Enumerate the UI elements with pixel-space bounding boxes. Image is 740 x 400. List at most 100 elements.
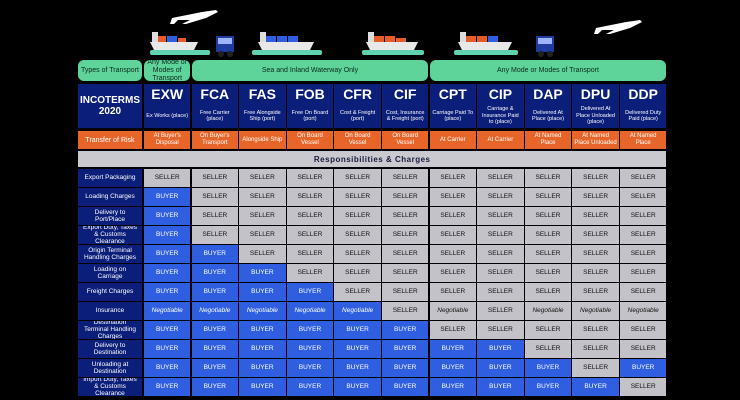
responsibility-cell: SELLER [620,283,667,301]
responsibility-cell: SELLER [429,226,476,244]
transport-group: Any Mode or Modes of Transport [429,60,667,81]
responsibility-cell: BUYER [524,378,572,396]
responsibility-cell: SELLER [477,226,524,244]
section-title: Responsibilities & Charges [78,151,667,167]
responsibility-cell: BUYER [144,226,191,244]
responsibility-cell: SELLER [477,245,524,263]
risk-point: On Board Vessel [382,131,429,149]
ship-icon [366,32,418,50]
term-description: Free Carrier (place) [191,104,238,128]
responsibility-cell: SELLER [239,207,286,225]
term-code: FOB [286,84,334,104]
responsibility-cell: BUYER [429,359,476,377]
responsibility-cell: BUYER [382,359,429,377]
responsibility-cell: SELLER [620,264,667,282]
responsibility-cell: BUYER [239,378,286,396]
responsibility-cell: BUYER [191,264,238,282]
responsibility-cell: SELLER [191,207,238,225]
responsibility-cell: BUYER [286,378,334,396]
responsibility-cell: SELLER [239,245,286,263]
risk-point: On Board Vessel [334,131,381,149]
responsibility-cell: BUYER [239,283,286,301]
responsibility-cell: SELLER [477,321,524,339]
row-label: Delivery to Port/Place [78,207,142,225]
responsibility-cell: SELLER [572,359,619,377]
responsibility-cell: SELLER [334,169,381,187]
incoterms-title: INCOTERMS 2020 [78,84,142,128]
responsibility-cell: BUYER [382,321,429,339]
responsibility-cell: SELLER [620,321,667,339]
responsibility-cell: BUYER [239,264,286,282]
responsibility-cell: BUYER [620,359,667,377]
row-label: Delivery to Destination [78,340,142,358]
responsibility-cell: BUYER [144,359,191,377]
responsibility-cell: SELLER [334,226,381,244]
row-label: Loading on Carriage [78,264,142,282]
responsibility-cell: SELLER [239,169,286,187]
responsibility-cell: SELLER [572,321,619,339]
responsibility-cell: SELLER [572,188,619,206]
responsibility-cell: SELLER [286,264,334,282]
risk-label: Transfer of Risk [78,131,142,149]
term-code: CIF [382,84,429,104]
responsibility-cell: SELLER [286,207,334,225]
term-code: DAP [524,84,572,104]
row-label: Import Duty, Taxes & Customs Clearance [78,378,142,396]
responsibility-cell: SELLER [191,226,238,244]
responsibility-cell: SELLER [524,188,572,206]
responsibility-cell: BUYER [144,264,191,282]
responsibility-cell: BUYER [477,378,524,396]
responsibility-cell: BUYER [239,321,286,339]
responsibility-cell: SELLER [524,226,572,244]
responsibility-cell: SELLER [524,245,572,263]
responsibility-cell: BUYER [429,340,476,358]
term-description: Free Alongside Ship (port) [239,104,286,128]
responsibility-cell: BUYER [144,378,191,396]
responsibility-cell: BUYER [144,340,191,358]
row-label: Loading Charges [78,188,142,206]
responsibility-cell: Negotiable [191,302,238,320]
responsibility-cell: SELLER [286,245,334,263]
risk-point: At Carrier [429,131,476,149]
responsibility-cell: SELLER [620,207,667,225]
term-code: FAS [239,84,286,104]
responsibility-cell: SELLER [191,169,238,187]
responsibility-cell: SELLER [620,188,667,206]
responsibility-cell: Negotiable [286,302,334,320]
term-description: Carriage Paid To (place) [429,104,476,128]
responsibility-cell: SELLER [382,188,429,206]
responsibility-cell: SELLER [477,188,524,206]
responsibility-cell: Negotiable [144,302,191,320]
row-label: Freight Charges [78,283,142,301]
responsibility-cell: BUYER [144,283,191,301]
transport-illustrations [150,10,642,57]
responsibility-cell: SELLER [572,207,619,225]
responsibility-cell: SELLER [429,169,476,187]
responsibility-cell: SELLER [572,283,619,301]
risk-point: Alongside Ship [239,131,286,149]
row-label: Unloading at Destination [78,359,142,377]
risk-point: On Buyer's Transport [191,131,238,149]
responsibility-cell: BUYER [286,321,334,339]
responsibility-cell: Negotiable [524,302,572,320]
term-code: CFR [334,84,381,104]
responsibility-cell: BUYER [334,321,381,339]
responsibility-cell: SELLER [239,226,286,244]
responsibility-cell: BUYER [144,207,191,225]
responsibility-cell: BUYER [429,378,476,396]
ship-icon [150,32,198,50]
risk-point: At Named Place [524,131,572,149]
responsibility-cell: BUYER [191,245,238,263]
term-description: Delivered At Place (place) [524,104,572,128]
responsibility-cell: SELLER [286,226,334,244]
responsibility-cell: BUYER [524,359,572,377]
term-code: EXW [144,84,191,104]
responsibility-cell: SELLER [620,169,667,187]
responsibility-cell: BUYER [191,378,238,396]
responsibility-cell: BUYER [191,321,238,339]
responsibility-cell: SELLER [144,169,191,187]
responsibility-cell: BUYER [239,340,286,358]
responsibility-cell: BUYER [191,283,238,301]
responsibility-cell: SELLER [572,264,619,282]
responsibility-cell: BUYER [286,359,334,377]
